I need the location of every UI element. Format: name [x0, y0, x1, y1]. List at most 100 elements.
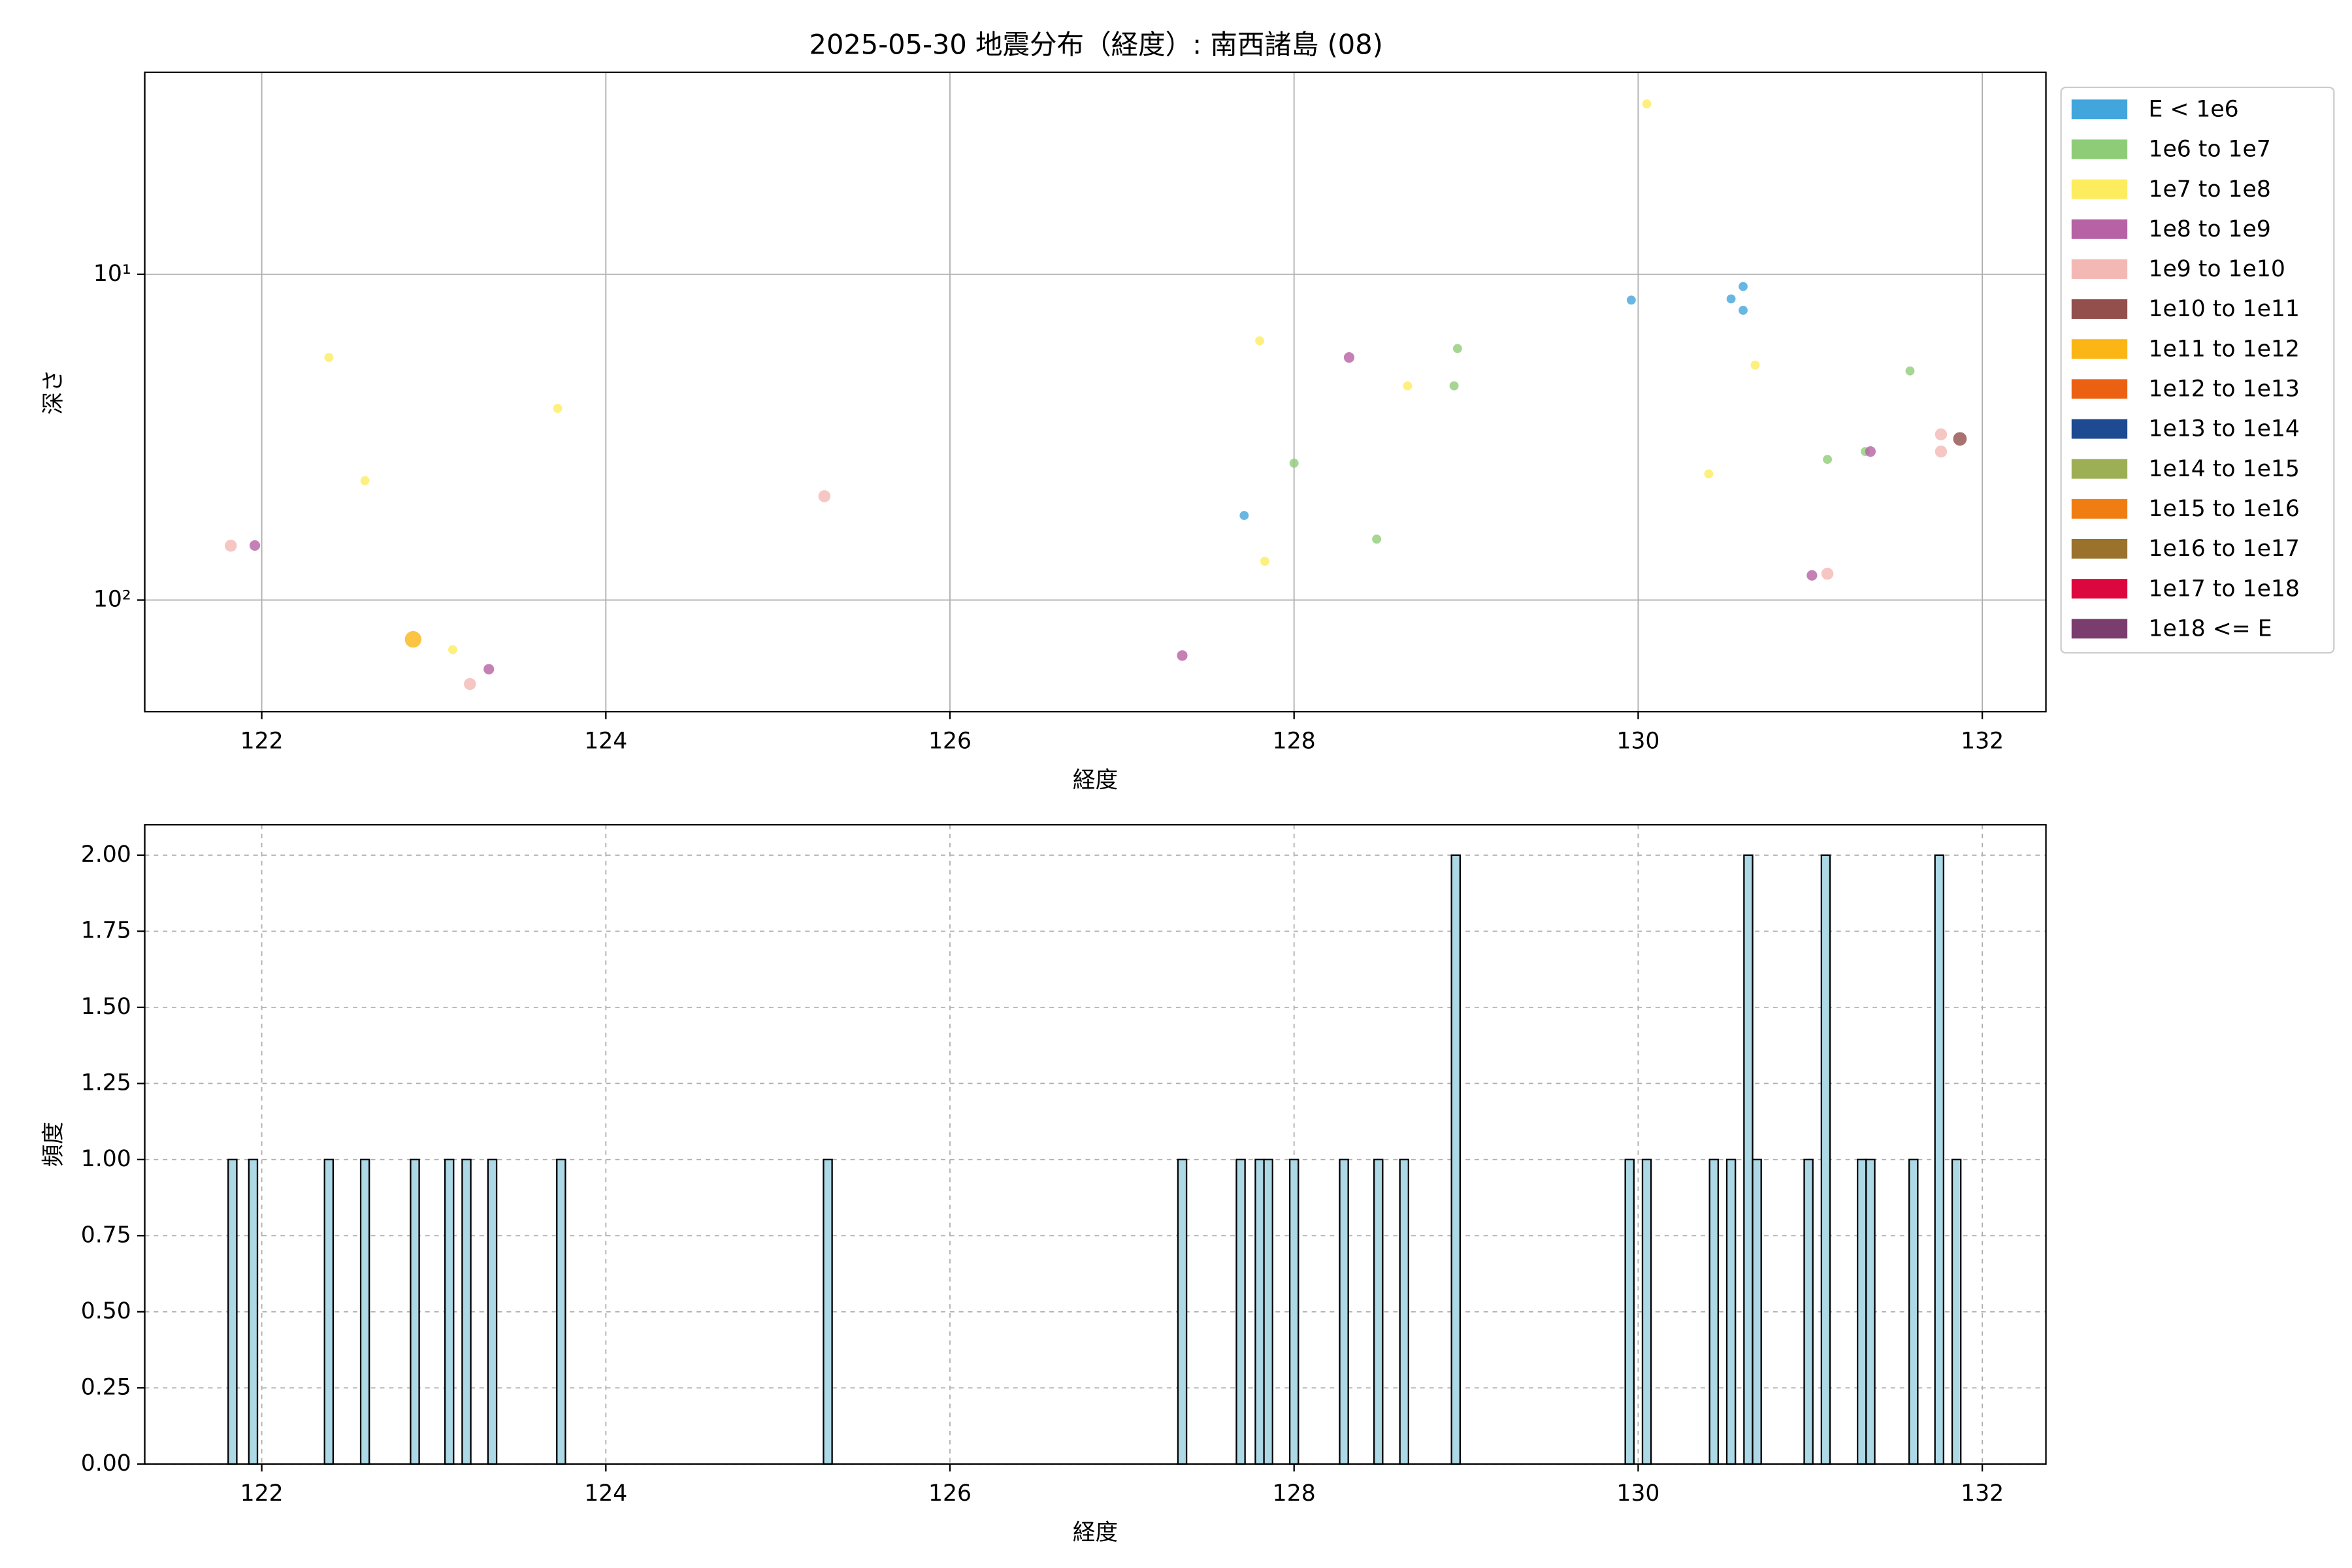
histogram-bar [1177, 1158, 1188, 1465]
y-tick-label: 0.00 [81, 1450, 131, 1477]
histogram-bar [1908, 1158, 1919, 1465]
legend-swatch [2071, 498, 2128, 519]
scatter-point [448, 645, 457, 655]
histogram-bar [487, 1158, 498, 1465]
scatter-point [553, 404, 563, 414]
legend-swatch [2071, 579, 2128, 599]
histogram-bar [227, 1158, 238, 1465]
plot-frame [144, 71, 2047, 713]
y-axis-label: 頻度 [41, 1122, 67, 1167]
scatter-point [1626, 295, 1636, 305]
legend-label: 1e18 <= E [2148, 615, 2272, 642]
x-tick-label: 126 [928, 728, 972, 754]
scatter-point [360, 476, 370, 485]
legend-label: E < 1e6 [2148, 96, 2238, 122]
histogram-bar [1641, 1158, 1652, 1465]
scatter-point [1935, 445, 1948, 458]
histogram-bar [556, 1158, 566, 1465]
histogram-bar [1263, 1158, 1273, 1465]
histogram-bar [1752, 1158, 1762, 1465]
y-tick-label: 10² [93, 586, 131, 612]
legend-label: 1e9 to 1e10 [2148, 256, 2285, 282]
histogram-bar [248, 1158, 259, 1465]
legend-label: 1e17 to 1e18 [2148, 576, 2299, 602]
legend-label: 1e13 to 1e14 [2148, 416, 2299, 442]
scatter-point [1739, 282, 1748, 291]
scatter-point [1403, 381, 1413, 391]
legend-swatch [2071, 459, 2128, 479]
scatter-point [1452, 344, 1462, 353]
legend-label: 1e12 to 1e13 [2148, 376, 2299, 402]
x-tick-label: 128 [1273, 728, 1316, 754]
x-tick-label: 132 [1961, 1480, 2004, 1507]
x-axis-label: 経度 [1073, 767, 1118, 793]
scatter-point [1343, 352, 1355, 363]
histogram-bar [1254, 1158, 1265, 1465]
histogram-bar [1399, 1158, 1409, 1465]
x-tick-label: 122 [240, 1480, 284, 1507]
histogram-bar [1288, 1158, 1299, 1465]
legend-label: 1e11 to 1e12 [2148, 336, 2299, 362]
scatter-point [1865, 446, 1876, 457]
x-tick-label: 124 [584, 728, 627, 754]
legend-label: 1e10 to 1e11 [2148, 296, 2299, 322]
scatter-point [1935, 428, 1948, 441]
scatter-point [1823, 455, 1833, 465]
histogram-bar [323, 1158, 335, 1465]
legend-label: 1e7 to 1e8 [2148, 176, 2270, 203]
x-tick-label: 130 [1616, 728, 1659, 754]
scatter-point [818, 490, 830, 502]
scatter-point [1750, 360, 1760, 370]
histogram-bar [1857, 1158, 1867, 1465]
histogram-bar [1803, 1158, 1814, 1465]
legend-label: 1e8 to 1e9 [2148, 216, 2270, 242]
histogram-bar [461, 1158, 472, 1465]
histogram-bar [1450, 854, 1461, 1465]
scatter-point [250, 540, 261, 551]
histogram-bar [1235, 1158, 1246, 1465]
y-tick-label: 1.00 [81, 1146, 131, 1172]
scatter-point [1260, 557, 1269, 566]
histogram-bar [444, 1158, 455, 1465]
legend-swatch [2071, 179, 2128, 199]
y-tick-label: 0.50 [81, 1298, 131, 1324]
y-tick-label: 10¹ [93, 261, 131, 287]
histogram-bar [1339, 1158, 1349, 1465]
legend-swatch [2071, 139, 2128, 159]
legend-swatch [2071, 99, 2128, 120]
legend-swatch [2071, 259, 2128, 279]
scatter-point [404, 630, 422, 648]
legend-swatch [2071, 219, 2128, 239]
x-axis-label: 経度 [1073, 1520, 1118, 1546]
x-tick-label: 130 [1616, 1480, 1659, 1507]
x-tick-label: 128 [1273, 1480, 1316, 1507]
scatter-point [1372, 534, 1382, 544]
x-tick-label: 132 [1961, 728, 2004, 754]
x-tick-label: 126 [928, 1480, 972, 1507]
scatter-point [1642, 99, 1652, 109]
y-tick-label: 0.75 [81, 1222, 131, 1248]
legend-label: 1e6 to 1e7 [2148, 137, 2270, 163]
scatter-point [1177, 650, 1188, 661]
scatter-point [1289, 459, 1299, 468]
legend-swatch [2071, 339, 2128, 359]
legend-swatch [2071, 379, 2128, 399]
histogram-bar [1934, 854, 1945, 1465]
histogram-bar [1865, 1158, 1876, 1465]
scatter-point [1239, 511, 1249, 520]
legend-box [2060, 86, 2335, 654]
histogram-bar [359, 1158, 370, 1465]
scatter-point [1905, 366, 1915, 376]
y-tick-label: 1.25 [81, 1070, 131, 1096]
scatter-point [1953, 432, 1967, 446]
plot-frame [144, 824, 2047, 1465]
scatter-point [1821, 567, 1834, 580]
scatter-point [1449, 381, 1459, 391]
legend-label: 1e14 to 1e15 [2148, 456, 2299, 482]
y-axis-label: 深さ [41, 369, 67, 414]
x-tick-label: 122 [240, 728, 284, 754]
y-tick-label: 1.75 [81, 917, 131, 943]
y-tick-label: 1.50 [81, 994, 131, 1020]
